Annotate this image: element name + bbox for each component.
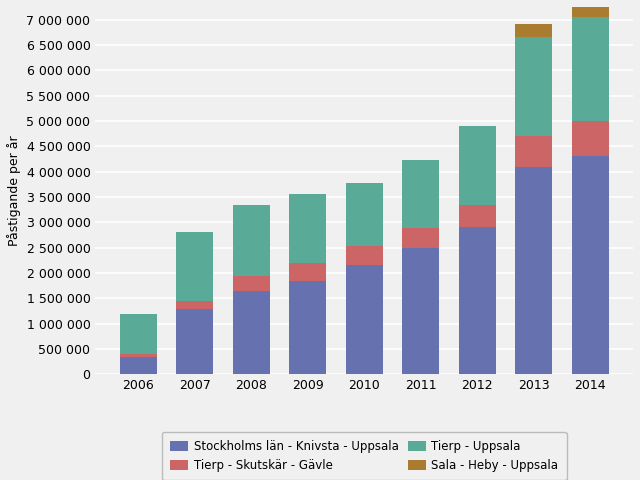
Bar	[176, 309, 213, 374]
Bar	[233, 276, 269, 291]
Bar	[403, 248, 439, 374]
Bar	[120, 354, 157, 357]
Bar	[346, 246, 383, 265]
Bar	[289, 281, 326, 374]
Bar	[176, 232, 213, 301]
Bar	[459, 228, 495, 374]
Bar	[120, 357, 157, 374]
Bar	[403, 160, 439, 228]
Bar	[120, 313, 157, 354]
Bar	[459, 204, 495, 228]
Bar	[515, 37, 552, 136]
Bar	[289, 194, 326, 263]
Bar	[233, 204, 269, 276]
Bar	[176, 301, 213, 309]
Bar	[459, 126, 495, 204]
Bar	[572, 1, 609, 17]
Bar	[572, 17, 609, 121]
Bar	[572, 121, 609, 156]
Bar	[515, 167, 552, 374]
Bar	[515, 24, 552, 37]
Bar	[233, 291, 269, 374]
Bar	[572, 156, 609, 374]
Legend: Stockholms län - Knivsta - Uppsala, Tierp - Skutskär - Gävle, Tierp - Uppsala, S: Stockholms län - Knivsta - Uppsala, Tier…	[162, 432, 567, 480]
Bar	[515, 136, 552, 167]
Bar	[403, 228, 439, 248]
Bar	[346, 183, 383, 246]
Y-axis label: Påstigande per år: Påstigande per år	[7, 135, 21, 246]
Bar	[346, 265, 383, 374]
Bar	[289, 263, 326, 281]
